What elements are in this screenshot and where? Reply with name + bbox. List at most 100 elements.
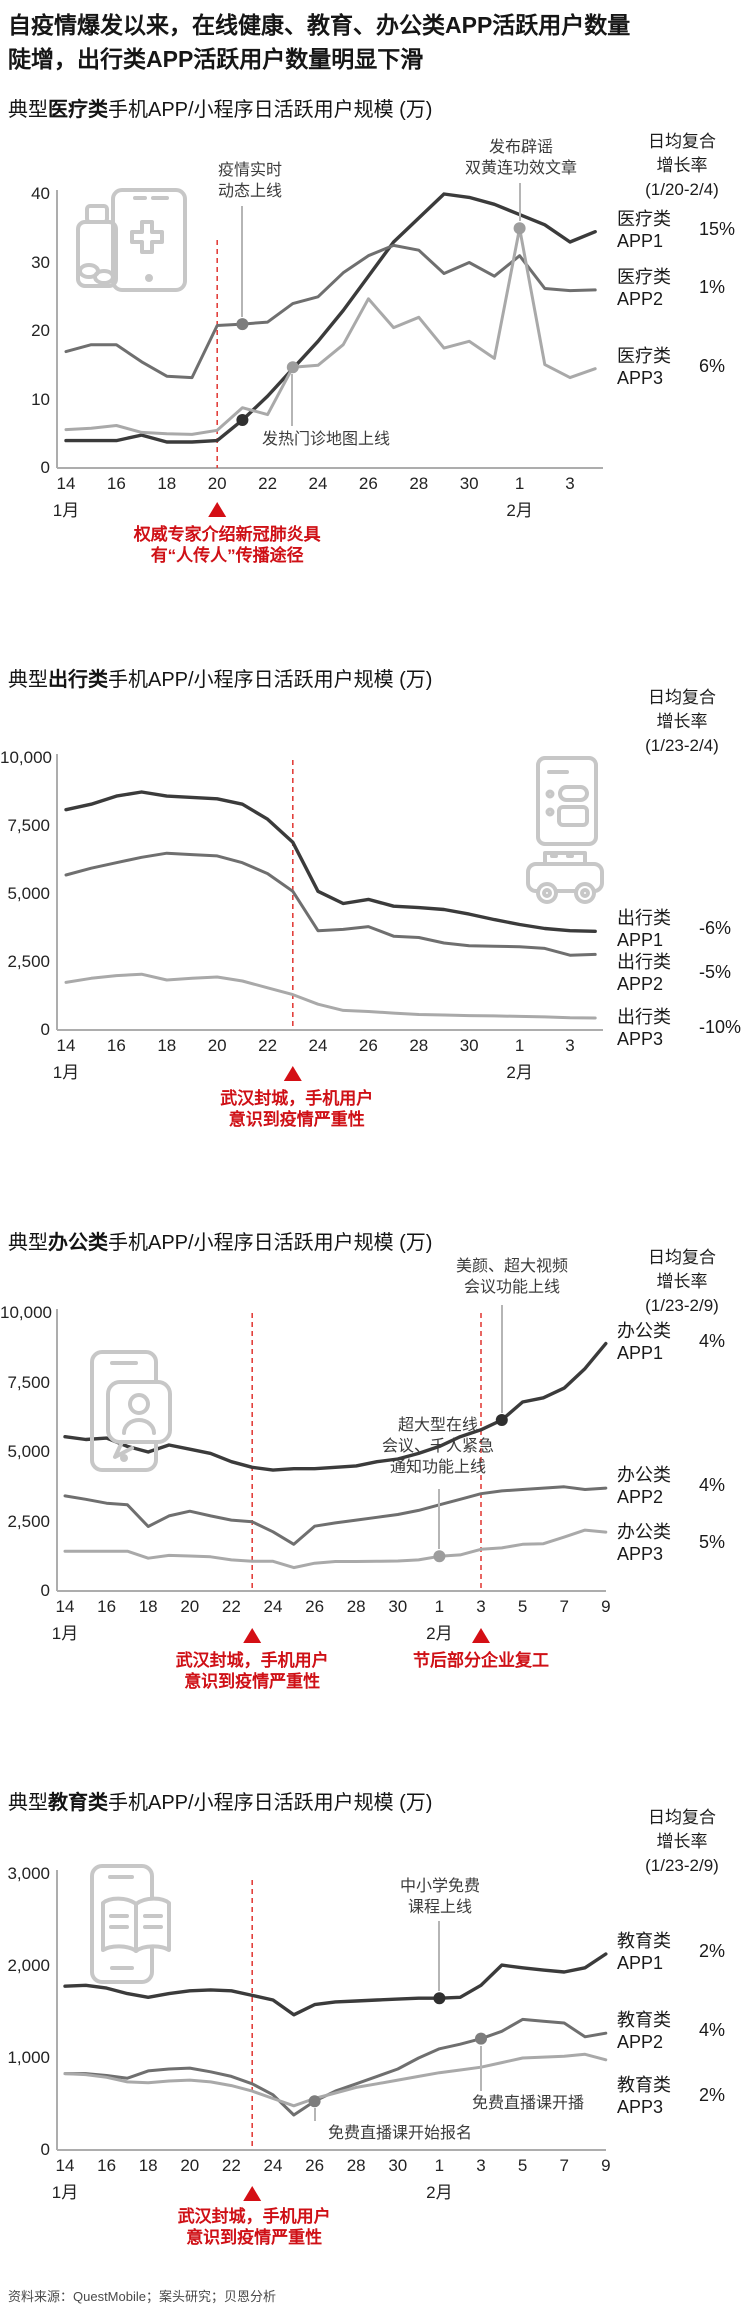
office-annotation-label-line: 会议功能上线 <box>463 1279 561 1296</box>
travel-month-label: 1月 <box>52 1063 80 1082</box>
medical-month-label: 2月 <box>506 501 533 520</box>
education-x-tick-label: 5 <box>517 2156 528 2175</box>
legend-label-line: 出行类 <box>617 952 671 972</box>
travel-app2-line <box>64 851 597 957</box>
medical-annotation-label: 疫情实时 动态上线 <box>218 160 282 202</box>
office-red-event-note-line: 武汉封城，手机用户 <box>175 1651 329 1670</box>
legend-label-line: 教育类 <box>617 2010 671 2030</box>
office-app2-line <box>63 1485 608 1546</box>
office-x-tick-label: 5 <box>517 1597 528 1616</box>
office-month-label: 1月 <box>51 1624 79 1643</box>
travel-x-tick-label: 1 <box>514 1036 525 1055</box>
education-legend-app1: 教育类 APP1 <box>617 1930 671 1974</box>
education-annotation-label-line: 免费直播课开播 <box>471 2095 585 2112</box>
growth-header-line: 增长率 <box>656 156 708 175</box>
growth-header-line: 增长率 <box>656 712 708 731</box>
education-x-tick-label: 16 <box>97 2156 117 2175</box>
office-x-tick-label: 3 <box>476 1597 486 1616</box>
office-red-event-note: 武汉封城，手机用户 意识到疫情严重性 <box>176 1650 329 1692</box>
office-x-tick-label: 18 <box>138 1597 158 1616</box>
title-suffix: 手机APP/小程序日活跃用户规模 (万) <box>108 1232 433 1254</box>
legend-label-line: 医疗类 <box>617 267 671 287</box>
legend-label-line: APP2 <box>617 289 664 309</box>
title-prefix: 典型 <box>8 1232 48 1254</box>
education-y-tick-label: 0 <box>40 2140 50 2159</box>
legend-label-line: 教育类 <box>617 2075 671 2095</box>
office-y-tick-label: 5,000 <box>7 1442 50 1461</box>
office-y-tick-label: 2,500 <box>7 1511 50 1531</box>
education-x-tick-label: 18 <box>138 2156 158 2175</box>
medicine-bottle-phone-icon <box>145 274 153 282</box>
medical-x-tick-label: 14 <box>56 474 76 493</box>
title-category: 医疗类 <box>48 99 108 121</box>
medical-event-dot <box>513 222 526 235</box>
medical-legend-app1: 医疗类 APP1 <box>617 208 671 252</box>
chart-title-office: 典型办公类手机APP/小程序日活跃用户规模 (万) <box>8 1226 432 1255</box>
chart-title-medical: 典型医疗类手机APP/小程序日活跃用户规模 (万) <box>8 93 432 122</box>
office-legend-app1-pct: 4% <box>699 1331 726 1351</box>
title-prefix: 典型 <box>8 669 48 691</box>
title-category: 教育类 <box>48 1792 108 1814</box>
office-y-tick-label: 10,000 <box>0 1303 52 1322</box>
title-category: 办公类 <box>48 1232 108 1254</box>
medicine-bottle-phone-icon <box>111 188 187 292</box>
education-x-tick-label: 14 <box>55 2156 75 2175</box>
medical-red-event-note-line: 有“人传人”传播途径 <box>150 546 304 565</box>
education-legend-app1-pct: 2% <box>699 1941 726 1961</box>
travel-app1-line <box>64 790 597 933</box>
education-x-tick-label: 28 <box>346 2156 366 2175</box>
medical-annotation-label: 发布辟谣 双黄连功效文章 <box>465 137 577 179</box>
title-category: 出行类 <box>48 669 108 691</box>
education-legend-app3: 教育类 APP3 <box>617 2074 671 2118</box>
medical-annotation-label-line: 疫情实时 <box>217 162 283 179</box>
travel-legend-app3-pct: -10% <box>699 1017 742 1037</box>
medical-event-dot <box>236 318 249 331</box>
travel-y-tick-label: 5,000 <box>7 884 50 903</box>
travel-x-tick-label: 18 <box>157 1036 177 1055</box>
legend-label-line: 办公类 <box>617 1465 671 1485</box>
travel-x-tick-label: 30 <box>459 1036 479 1055</box>
medical-y-tick-label: 40 <box>31 184 50 203</box>
office-annotation-label-line: 超大型在线 <box>397 1417 479 1434</box>
education-x-tick-label: 1 <box>434 2156 445 2175</box>
medical-y-tick-label: 10 <box>31 389 50 409</box>
legend-label-line: 出行类 <box>617 908 671 928</box>
travel-red-event-note-line: 意识到疫情严重性 <box>228 1110 365 1129</box>
office-red-triangle-marker <box>472 1628 490 1643</box>
travel-legend-app2: 出行类 APP2 <box>617 951 671 995</box>
travel-app3-line <box>64 972 597 1020</box>
office-legend-app3: 办公类 APP3 <box>617 1521 671 1565</box>
medical-annotation-label-line: 动态上线 <box>217 183 283 200</box>
office-event-dot <box>495 1414 508 1427</box>
growth-header-line: 日均复合 <box>648 688 716 707</box>
title-suffix: 手机APP/小程序日活跃用户规模 (万) <box>108 99 433 121</box>
growth-header-line: 日均复合 <box>648 1248 716 1267</box>
education-x-tick-label: 30 <box>388 2156 408 2175</box>
medical-legend-app2-pct: 1% <box>699 277 726 297</box>
medicine-bottle-phone-icon <box>85 204 109 224</box>
travel-x-tick-label: 26 <box>358 1036 378 1055</box>
office-x-tick-label: 1 <box>434 1597 445 1616</box>
taxi-meter-icon <box>574 882 596 904</box>
medical-x-tick-label: 26 <box>358 474 378 493</box>
travel-x-tick-label: 24 <box>308 1036 328 1055</box>
medical-red-event-note: 权威专家介绍新冠肺炎具 有“人传人”传播途径 <box>134 524 321 566</box>
open-book-phone-icon <box>90 1864 171 1984</box>
office-x-tick-label: 7 <box>559 1597 569 1616</box>
office-x-tick-label: 16 <box>97 1597 117 1616</box>
medical-x-tick-label: 30 <box>459 474 479 493</box>
office-red-triangle-marker <box>243 1628 262 1643</box>
office-x-tick-label: 26 <box>305 1597 325 1616</box>
legend-label-line: APP1 <box>617 231 664 251</box>
chart-title-education: 典型教育类手机APP/小程序日活跃用户规模 (万) <box>8 1786 432 1815</box>
legend-label-line: 办公类 <box>617 1321 671 1341</box>
education-red-event-note: 武汉封城，手机用户 意识到疫情严重性 <box>178 2206 331 2248</box>
medical-x-tick-label: 16 <box>106 474 126 493</box>
travel-legend-app1: 出行类 APP1 <box>617 907 671 951</box>
travel-x-tick-label: 28 <box>409 1036 429 1055</box>
office-red-event-note-line: 节后部分企业复工 <box>413 1651 549 1670</box>
growth-header-line: 日均复合 <box>648 132 716 151</box>
education-event-dot <box>308 2095 321 2108</box>
medical-x-tick-label: 20 <box>207 474 227 493</box>
office-annotation-label: 美颜、超大视频 会议功能上线 <box>456 1256 568 1298</box>
